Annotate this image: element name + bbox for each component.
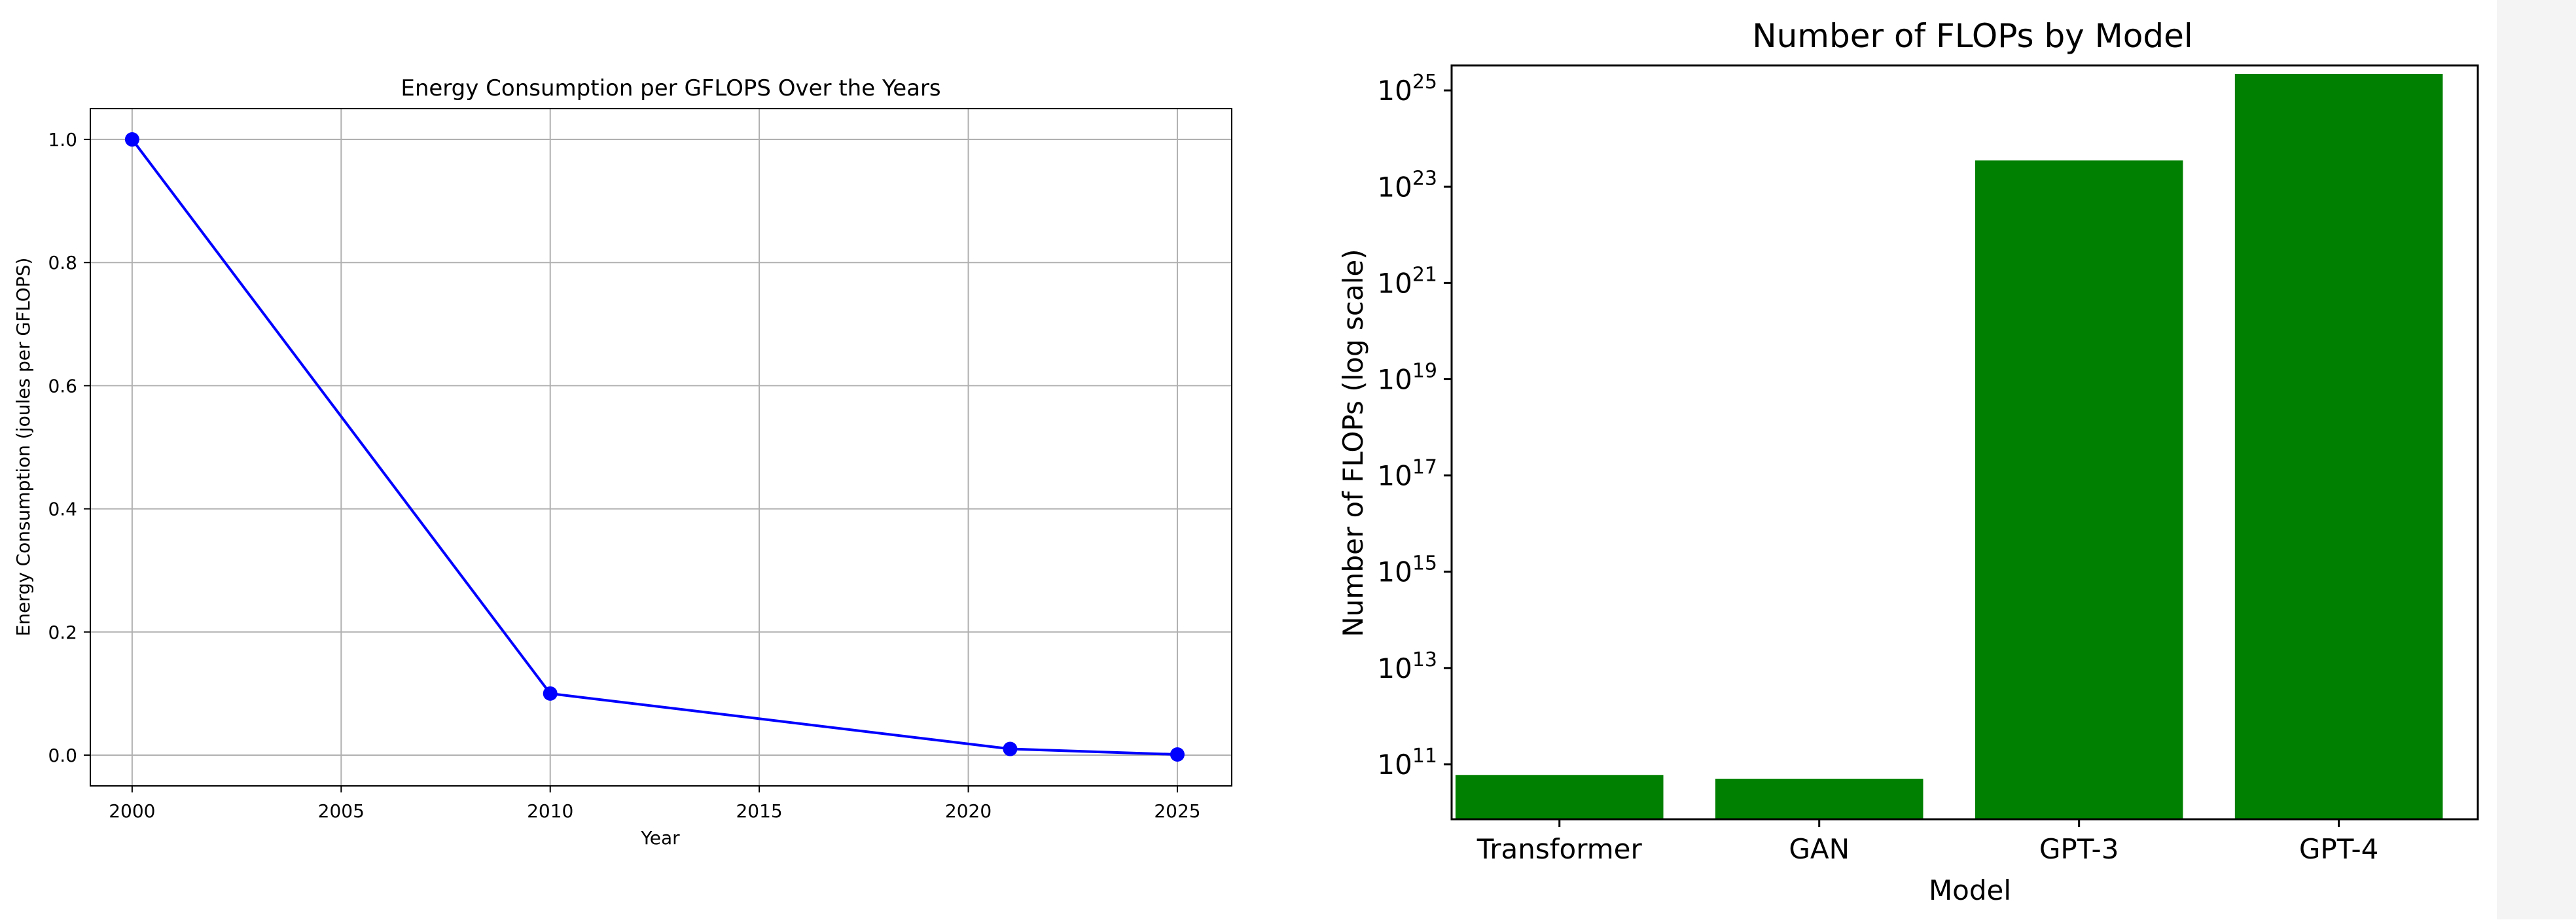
x-tick-label: 2025 [1154,800,1200,822]
y-tick-label: 1015 [1377,552,1437,588]
y-tick-label: 1025 [1377,71,1437,107]
energy-line-chart: Energy Consumption per GFLOPS Over the Y… [12,75,1232,849]
chart-title: Energy Consumption per GFLOPS Over the Y… [401,75,940,101]
bar [1715,779,1923,819]
bars [1455,73,2443,819]
data-point [1003,741,1018,756]
y-tick-label: 1.0 [48,129,77,151]
flops-bar-chart: Number of FLOPs by Model Transformer GAN G… [1337,17,2479,906]
bar [2234,73,2443,819]
plot-frame [90,108,1232,787]
x-tick-label: Transformer [1476,833,1643,865]
y-tick-label: 0.6 [48,375,77,397]
y-tick-label: 0.4 [48,499,77,520]
x-axis-label: Year [640,827,680,849]
y-tick-label: 0.0 [48,745,77,766]
y-axis-label: Energy Consumption (joules per GFLOPS) [12,258,34,637]
data-points [124,132,1185,762]
data-point [543,686,558,701]
bar [1455,775,1664,819]
x-tick-label: 2005 [318,800,365,822]
y-tick-label: 1011 [1377,745,1437,781]
plot-frame [1450,64,2479,821]
x-tick-label: GPT-3 [2039,833,2119,865]
bar [1975,160,2183,819]
y-tick-label: 1023 [1377,167,1437,203]
grid [90,109,1232,786]
x-tick-label: 2015 [736,800,782,822]
y-tick-label: 1013 [1377,648,1437,684]
series-line-layer [131,138,1178,756]
x-tick-label: 2000 [109,800,155,822]
data-point [124,132,139,147]
y-tick-label: 0.2 [48,622,77,643]
x-tick-label: GPT-4 [2299,833,2379,865]
chart-title: Number of FLOPs by Model [1752,17,2193,55]
y-axis-ticks: 1011 1013 1015 1017 1019 1021 1023 1025 [1377,71,1452,781]
series-line [131,138,1178,756]
y-axis-label: Number of FLOPs (log scale) [1337,249,1369,637]
x-tick-label: 2010 [527,800,573,822]
x-axis-label: Model [1929,874,2011,906]
x-tick-label: GAN [1789,833,1850,865]
y-tick-label: 1019 [1377,359,1437,395]
y-tick-label: 1021 [1377,263,1437,299]
data-point [1170,747,1185,762]
y-tick-label: 0.8 [48,252,77,274]
y-tick-label: 1017 [1377,456,1437,492]
y-axis-ticks: 0.0 0.2 0.4 0.6 0.8 1.0 [48,129,90,766]
x-tick-label: 2020 [945,800,992,822]
x-axis-ticks: 2000 2005 2010 2015 2020 2025 [109,786,1201,822]
x-axis-ticks: Transformer GAN GPT-3 GPT-4 [1476,819,2379,865]
